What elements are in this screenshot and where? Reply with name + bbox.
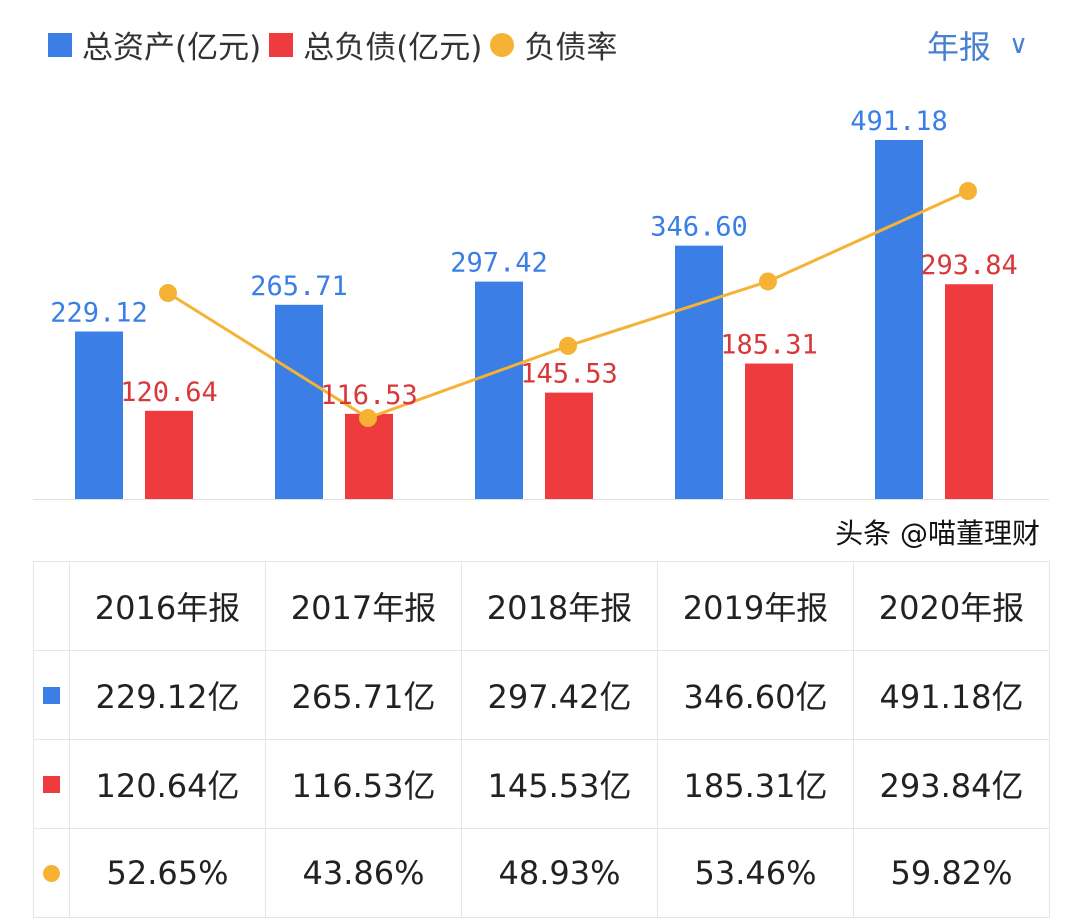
cell: 293.84亿 <box>853 739 1050 829</box>
chevron-down-icon: ∨ <box>1008 30 1028 60</box>
header-cell: 2016年报 <box>69 561 266 651</box>
cell: 48.93% <box>461 828 658 918</box>
header-cell: 2017年报 <box>265 561 462 651</box>
cell: 53.46% <box>657 828 854 918</box>
asset-bar-label: 346.60 <box>650 212 748 243</box>
cell: 491.18亿 <box>853 650 1050 740</box>
cell: 120.64亿 <box>69 739 266 829</box>
square-icon <box>43 775 60 793</box>
asset-bar <box>75 331 123 499</box>
table-row: 229.12亿 265.71亿 297.42亿 346.60亿 491.18亿 <box>33 650 1050 740</box>
header-cell: 2018年报 <box>461 561 658 651</box>
legend-total-assets[interactable]: 总资产(亿元) <box>48 22 261 67</box>
asset-bar <box>875 140 923 499</box>
square-icon <box>48 32 72 57</box>
circle-icon <box>43 864 60 882</box>
legend-label: 总负债(亿元) <box>303 30 483 66</box>
circle-icon <box>490 32 515 57</box>
cell: 265.71亿 <box>265 650 462 740</box>
liability-bar-label: 293.84 <box>920 250 1018 281</box>
asset-bar-label: 265.71 <box>250 271 348 302</box>
table-header-row: 2016年报 2017年报 2018年报 2019年报 2020年报 <box>33 561 1050 651</box>
asset-bar-label: 297.42 <box>450 248 548 279</box>
liability-bar <box>145 410 193 499</box>
legend-total-liabilities[interactable]: 总负债(亿元) <box>269 22 482 67</box>
legend: 总资产(亿元) 总负债(亿元) 负债率 <box>48 22 625 67</box>
legend-debt-ratio[interactable]: 负债率 <box>490 22 617 67</box>
liability-bar-label: 116.53 <box>320 380 418 411</box>
liability-bar <box>545 392 593 499</box>
legend-label: 负债率 <box>524 30 618 66</box>
asset-bar <box>675 245 723 499</box>
cell: 59.82% <box>853 828 1050 918</box>
debt-ratio-point <box>159 284 177 303</box>
table-row: 120.64亿 116.53亿 145.53亿 185.31亿 293.84亿 <box>33 739 1050 829</box>
period-selector[interactable]: 年报 ∨ <box>927 22 1028 68</box>
legend-label: 总资产(亿元) <box>82 30 262 66</box>
header-cell: 2020年报 <box>853 561 1050 651</box>
cell: 52.65% <box>69 828 266 918</box>
debt-ratio-point <box>559 336 577 355</box>
cell: 116.53亿 <box>265 739 462 829</box>
debt-ratio-point <box>359 409 377 427</box>
debt-ratio-point <box>959 182 977 201</box>
chart: 229.12 120.64 265.71 116.53 297.42 145.53 346.… <box>33 106 1049 500</box>
square-icon <box>269 32 294 57</box>
cell: 145.53亿 <box>461 739 658 829</box>
asset-bar <box>475 281 523 499</box>
period-label: 年报 <box>926 28 991 66</box>
cell: 185.31亿 <box>657 739 854 829</box>
watermark: 头条 @喵董理财 <box>835 517 1040 550</box>
cell: 43.86% <box>265 828 462 918</box>
table-row: 52.65% 43.86% 48.93% 53.46% 59.82% <box>33 828 1050 918</box>
liability-bar-label: 185.31 <box>720 330 818 361</box>
cell: 346.60亿 <box>657 650 854 740</box>
liability-bar <box>945 284 993 499</box>
asset-bar-label: 491.18 <box>850 106 948 137</box>
liability-bar <box>345 413 393 499</box>
liability-bar <box>745 363 793 499</box>
debt-ratio-point <box>759 272 777 291</box>
cell: 229.12亿 <box>69 650 266 740</box>
cell: 297.42亿 <box>461 650 658 740</box>
header-cell: 2019年报 <box>657 561 854 651</box>
data-table: 2016年报 2017年报 2018年报 2019年报 2020年报 229.1… <box>33 561 1050 918</box>
square-icon <box>43 686 60 704</box>
liability-bar-label: 120.64 <box>120 377 218 408</box>
liability-bar-label: 145.53 <box>520 359 618 390</box>
asset-bar-label: 229.12 <box>50 298 148 329</box>
asset-bar <box>275 304 323 499</box>
